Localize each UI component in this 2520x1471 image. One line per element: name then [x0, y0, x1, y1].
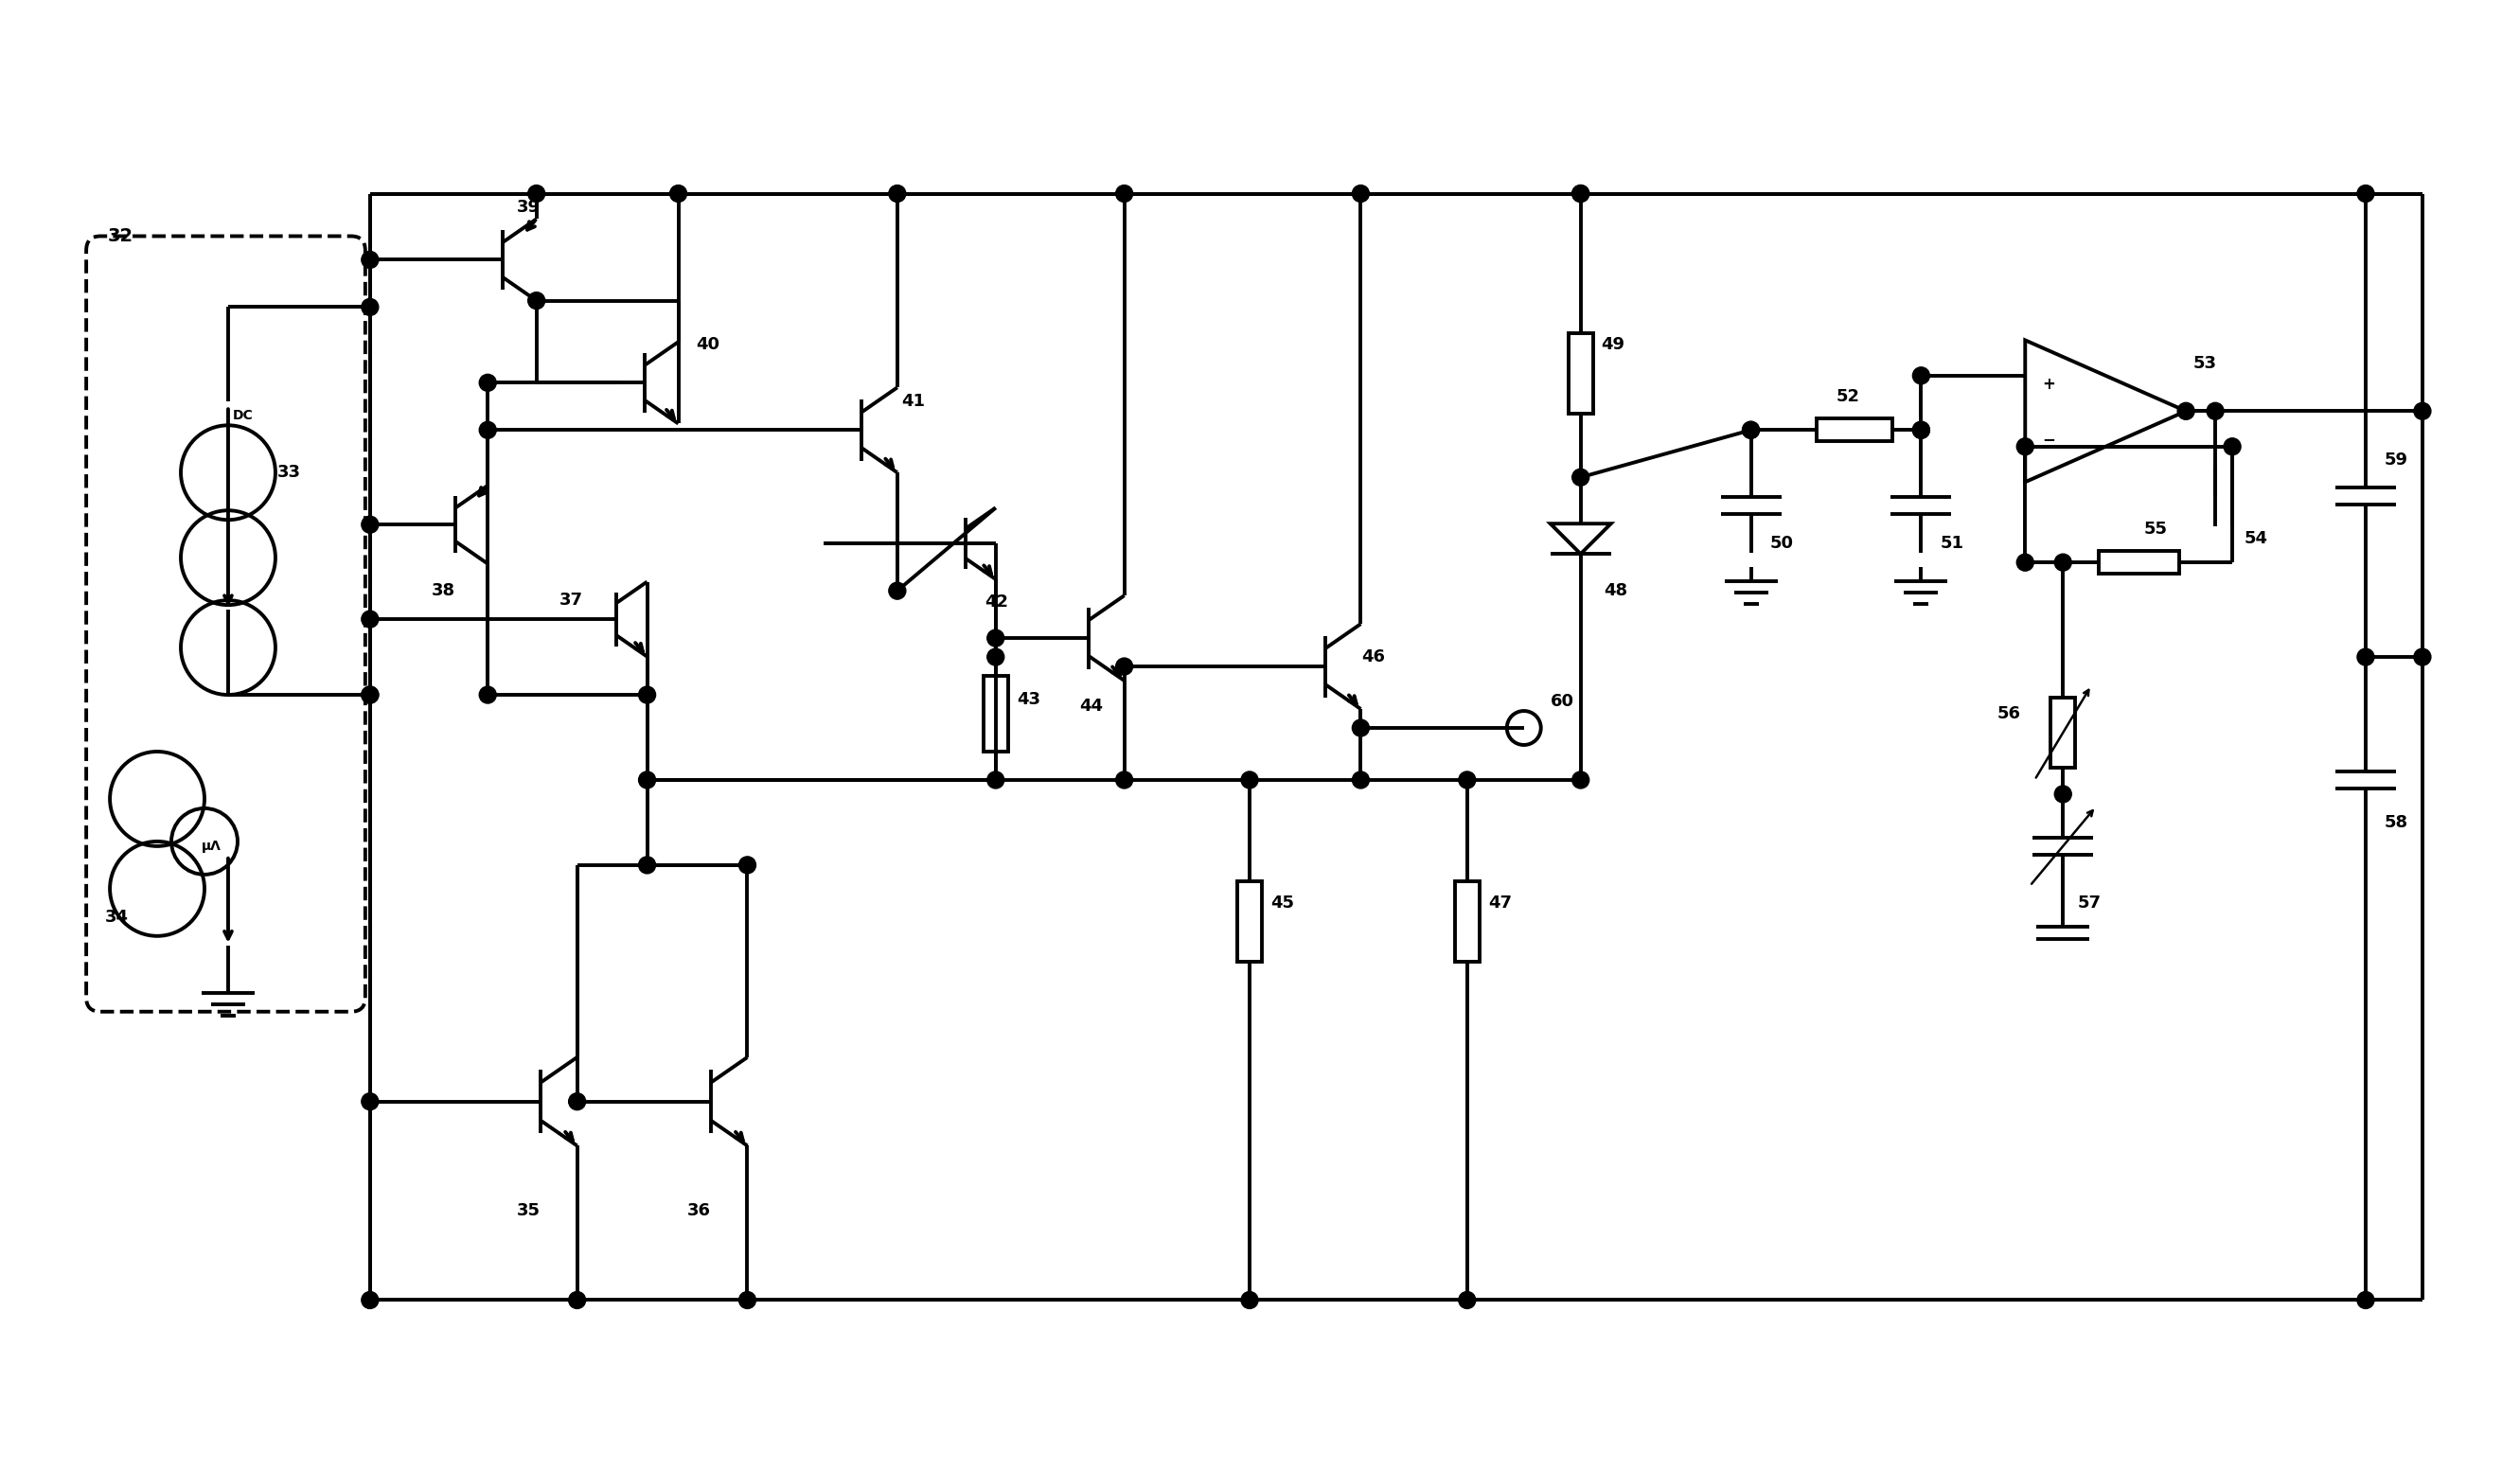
Circle shape [360, 1093, 378, 1111]
Text: 53: 53 [2192, 356, 2218, 372]
Text: 58: 58 [2384, 813, 2409, 831]
Text: 51: 51 [1940, 535, 1963, 552]
Text: 40: 40 [696, 337, 721, 353]
Circle shape [1116, 185, 1134, 202]
Bar [2099, 552, 2180, 574]
Circle shape [2223, 438, 2240, 455]
Circle shape [1240, 771, 1257, 788]
Text: 48: 48 [1605, 583, 1628, 599]
Circle shape [529, 293, 544, 309]
Circle shape [1913, 368, 1930, 384]
Text: 36: 36 [688, 1202, 711, 1219]
Circle shape [1741, 422, 1759, 438]
Text: 33: 33 [277, 463, 300, 481]
Text: 46: 46 [1361, 649, 1386, 665]
Bar [1454, 881, 1479, 962]
Circle shape [479, 374, 496, 391]
Circle shape [479, 422, 496, 438]
Circle shape [988, 771, 1003, 788]
Circle shape [2356, 185, 2374, 202]
Circle shape [1240, 1292, 1257, 1309]
Text: 37: 37 [559, 591, 582, 609]
Circle shape [1459, 771, 1477, 788]
Bar [983, 675, 1008, 752]
Bar [1817, 419, 1893, 441]
Circle shape [638, 771, 655, 788]
Circle shape [2177, 403, 2195, 419]
Text: 54: 54 [2245, 530, 2268, 547]
Text: +: + [2041, 377, 2056, 393]
Text: 32: 32 [108, 227, 134, 246]
Bar [1567, 332, 1593, 413]
Circle shape [1459, 1292, 1477, 1309]
Circle shape [1116, 771, 1134, 788]
Circle shape [360, 299, 378, 316]
Circle shape [638, 856, 655, 874]
Text: 38: 38 [431, 583, 456, 599]
Text: 59: 59 [2384, 452, 2409, 469]
Text: 44: 44 [1079, 697, 1104, 715]
Text: −: − [2041, 431, 2056, 449]
Circle shape [890, 185, 905, 202]
Circle shape [738, 1292, 756, 1309]
Circle shape [1913, 422, 1930, 438]
Circle shape [1913, 422, 1930, 438]
Circle shape [1353, 185, 1368, 202]
Circle shape [570, 1292, 585, 1309]
Circle shape [988, 630, 1003, 647]
Text: 41: 41 [902, 393, 925, 410]
Circle shape [670, 185, 688, 202]
Circle shape [360, 1292, 378, 1309]
Text: 50: 50 [1769, 535, 1794, 552]
Text: 55: 55 [2145, 521, 2167, 538]
Text: 43: 43 [1016, 691, 1041, 708]
Polygon shape [1550, 524, 1610, 555]
Text: 49: 49 [1600, 337, 1625, 353]
Circle shape [360, 516, 378, 533]
Circle shape [2054, 555, 2071, 571]
Circle shape [360, 252, 378, 268]
Circle shape [2054, 786, 2071, 803]
Circle shape [890, 583, 905, 599]
Text: 47: 47 [1487, 894, 1512, 912]
Text: μΛ: μΛ [202, 840, 222, 853]
Circle shape [1572, 771, 1590, 788]
Text: 39: 39 [517, 199, 539, 216]
Text: 42: 42 [985, 594, 1008, 610]
Circle shape [2414, 403, 2432, 419]
Text: 35: 35 [517, 1202, 539, 1219]
Circle shape [1353, 771, 1368, 788]
Circle shape [1353, 719, 1368, 737]
Circle shape [988, 649, 1003, 665]
Circle shape [360, 610, 378, 628]
Circle shape [1741, 422, 1759, 438]
Text: 60: 60 [1550, 693, 1575, 710]
Text: 56: 56 [1996, 705, 2021, 722]
Text: 57: 57 [2076, 894, 2102, 912]
Circle shape [2356, 1292, 2374, 1309]
Circle shape [1572, 185, 1590, 202]
Circle shape [2208, 403, 2223, 419]
Circle shape [1572, 185, 1590, 202]
Circle shape [2414, 649, 2432, 665]
Circle shape [570, 1093, 585, 1111]
Bar [2051, 697, 2076, 768]
Circle shape [2016, 555, 2034, 571]
Circle shape [738, 856, 756, 874]
Circle shape [2016, 438, 2034, 455]
Circle shape [1572, 469, 1590, 485]
Bar [1237, 881, 1263, 962]
Circle shape [479, 687, 496, 703]
Circle shape [2356, 649, 2374, 665]
Text: 34: 34 [106, 909, 129, 925]
Circle shape [360, 687, 378, 703]
Circle shape [1116, 658, 1134, 675]
Circle shape [360, 687, 378, 703]
Text: 45: 45 [1270, 894, 1295, 912]
Circle shape [529, 185, 544, 202]
Circle shape [638, 687, 655, 703]
Text: DC: DC [232, 409, 255, 422]
Text: 52: 52 [1837, 388, 1860, 406]
